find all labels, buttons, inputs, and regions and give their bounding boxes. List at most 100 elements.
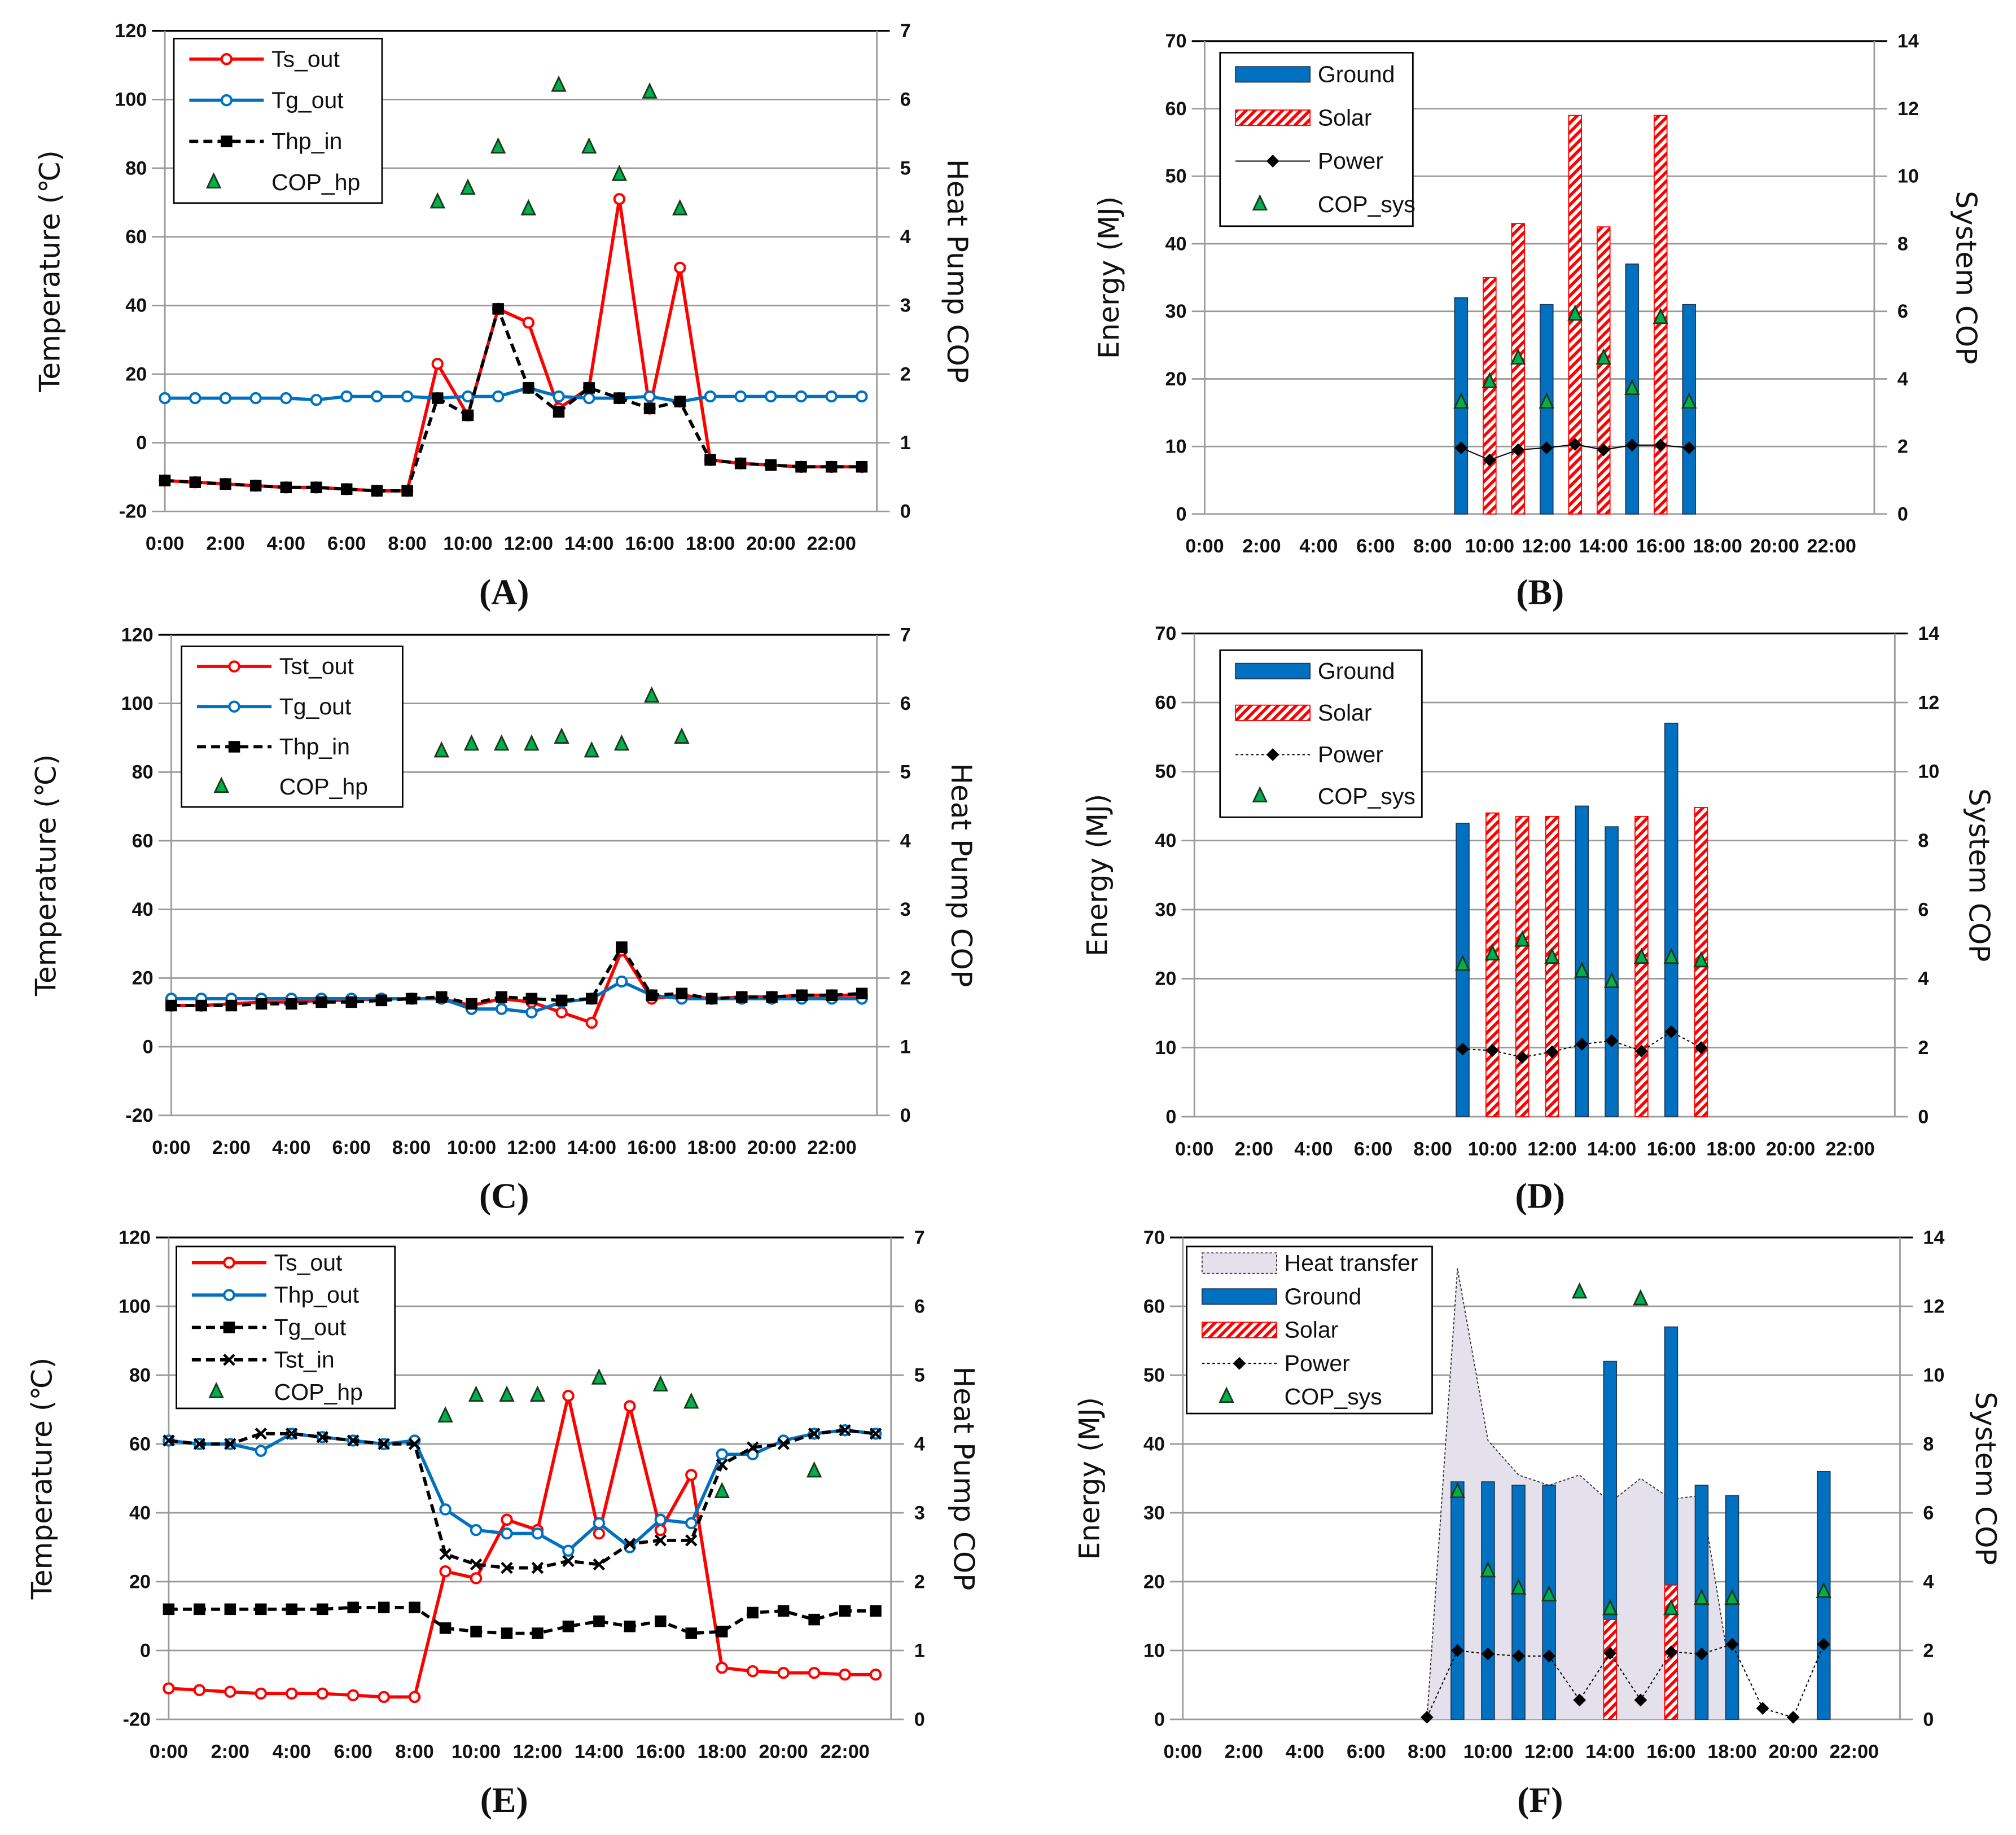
- data-point: [468, 1385, 484, 1402]
- legend-marker: [223, 1289, 235, 1301]
- y-tick-label: 20: [1155, 968, 1176, 990]
- legend-label: Solar: [1285, 1317, 1339, 1343]
- data-point: [1484, 944, 1501, 961]
- y-tick-label: 120: [121, 624, 154, 646]
- data-point: [1482, 372, 1498, 389]
- y-tick-label: -20: [123, 1709, 151, 1730]
- series-tg-out: [163, 1601, 882, 1639]
- legend-label: Thp_in: [279, 734, 350, 760]
- legend-label: COP_hp: [271, 169, 360, 195]
- legend-item: COP_hp: [213, 774, 368, 800]
- data-point: [224, 1438, 236, 1450]
- data-point: [562, 1555, 575, 1568]
- bar: [1511, 1485, 1526, 1720]
- y2-tick-label: 2: [914, 1571, 925, 1592]
- legend-marker: [1252, 194, 1268, 210]
- legend-label: Tg_out: [274, 1314, 347, 1340]
- y-tick-label: 100: [121, 693, 154, 714]
- data-point: [1633, 947, 1650, 964]
- data-point: [1694, 1041, 1708, 1055]
- data-point: [869, 1669, 882, 1681]
- x-tick-label: 10:00: [447, 1137, 496, 1158]
- data-point: [1544, 947, 1560, 964]
- data-point: [439, 1622, 452, 1634]
- legend: Ts_out Thp_out Tg_out Tst_in COP_hp: [176, 1245, 396, 1410]
- y2-axis-title: System COP: [1969, 1391, 2002, 1565]
- x-tick-label: 22:00: [1825, 1138, 1874, 1160]
- bar: [1575, 805, 1589, 1117]
- legend-item: Power: [1235, 148, 1383, 174]
- x-tick-label: 4:00: [273, 1741, 311, 1762]
- data-point: [1449, 1482, 1466, 1499]
- y2-tick-label: 4: [900, 226, 911, 248]
- legend-item: Ground: [1235, 658, 1395, 684]
- series-heat-transfer: [1426, 1268, 1733, 1720]
- series-tst-out: [165, 944, 868, 1029]
- data-point: [869, 1428, 882, 1440]
- legend-item: Tg_out: [191, 1314, 347, 1340]
- data-point: [1575, 1038, 1589, 1051]
- data-point: [1693, 951, 1709, 968]
- data-point: [1596, 348, 1611, 365]
- data-point: [1681, 392, 1697, 409]
- data-point: [1514, 930, 1530, 947]
- legend-swatch: [1235, 662, 1311, 679]
- legend-marker: [228, 660, 240, 673]
- x-tick-label: 6:00: [1354, 1138, 1392, 1160]
- y2-tick-label: 10: [1923, 1364, 1944, 1386]
- data-point: [531, 1527, 544, 1540]
- x-tick-label: 10:00: [1468, 1138, 1517, 1160]
- legend-item: Ts_out: [189, 46, 340, 72]
- data-point: [501, 1527, 513, 1540]
- x-tick-label: 8:00: [1408, 1741, 1446, 1762]
- legend-item: Thp_in: [197, 734, 350, 760]
- bar: [1664, 1326, 1678, 1586]
- legend-label: COP_sys: [1285, 1384, 1382, 1410]
- legend-label: COP_hp: [279, 774, 368, 800]
- data-point: [280, 481, 292, 494]
- bar: [1725, 1495, 1739, 1720]
- data-point: [286, 1687, 298, 1700]
- data-point: [806, 1461, 822, 1478]
- data-point: [315, 996, 327, 1008]
- y-tick-label: 40: [125, 295, 147, 317]
- y2-tick-label: 12: [1918, 692, 1939, 713]
- data-point: [249, 392, 262, 405]
- data-point: [409, 1601, 420, 1614]
- legend-item: Tg_out: [189, 87, 344, 113]
- data-point: [193, 1684, 206, 1696]
- data-point: [255, 1428, 268, 1440]
- data-point: [1454, 441, 1468, 454]
- series-power: [1456, 1025, 1708, 1064]
- series-line: [168, 1605, 876, 1635]
- data-point: [249, 480, 262, 491]
- legend-label: Ground: [1318, 61, 1395, 87]
- data-point: [593, 1517, 606, 1530]
- y2-axis-title: Heat Pump COP: [945, 763, 978, 987]
- x-tick-label: 6:00: [1356, 535, 1395, 557]
- data-point: [796, 989, 808, 1002]
- data-point: [672, 199, 688, 216]
- series-thp-in: [159, 303, 868, 497]
- data-point: [1817, 1638, 1830, 1651]
- data-point: [493, 734, 510, 751]
- x-tick-label: 14:00: [1587, 1138, 1636, 1160]
- legend-marker: [223, 1322, 235, 1333]
- y-axis-title: Energy (MJ): [1080, 794, 1114, 956]
- data-point: [525, 1006, 538, 1019]
- data-point: [624, 1621, 636, 1632]
- legend-item: COP_sys: [1219, 1384, 1382, 1410]
- series-solar: [1603, 1584, 1678, 1720]
- x-tick-label: 6:00: [334, 1741, 372, 1762]
- data-point: [470, 1558, 483, 1571]
- data-point: [1725, 1638, 1739, 1651]
- legend: Ts_out Tg_out Thp_in COP_hp: [173, 37, 383, 204]
- legend-marker: [228, 741, 240, 753]
- data-point: [1480, 1561, 1496, 1578]
- x-tick-label: 14:00: [564, 533, 613, 555]
- x-tick-label: 18:00: [698, 1741, 747, 1762]
- y2-tick-label: 4: [900, 830, 911, 851]
- data-point: [219, 392, 232, 405]
- data-point: [340, 390, 353, 403]
- data-point: [255, 1687, 268, 1700]
